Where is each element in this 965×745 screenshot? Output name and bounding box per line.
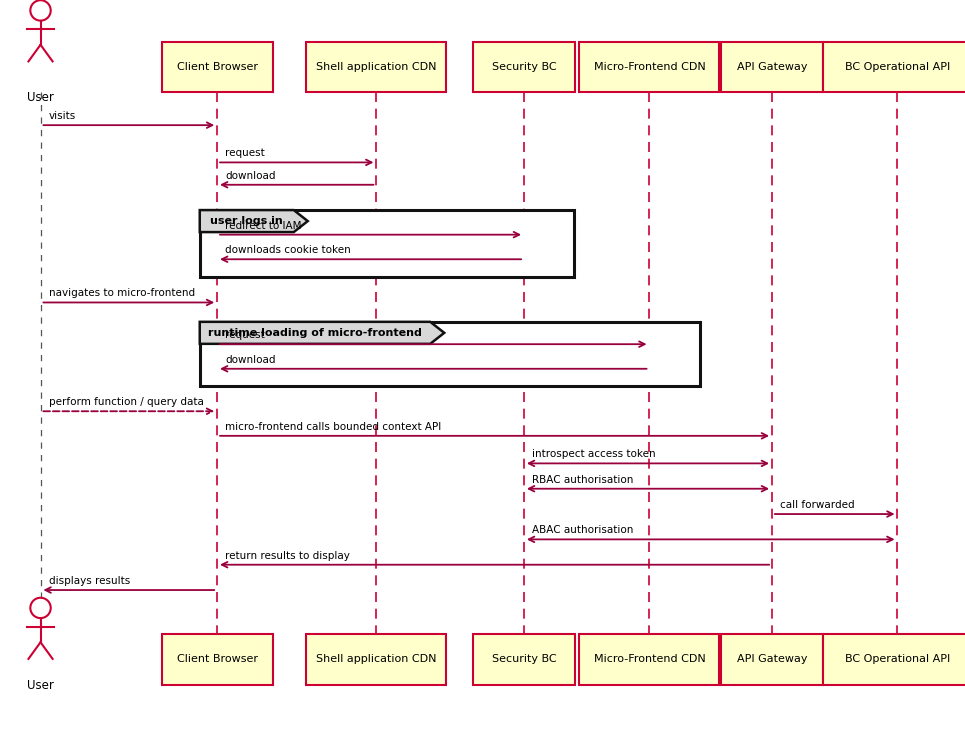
Bar [822, 42, 965, 92]
Text: return results to display: return results to display [225, 551, 350, 561]
Text: RBAC authorisation: RBAC authorisation [532, 475, 633, 485]
Text: downloads cookie token: downloads cookie token [225, 245, 351, 256]
Text: runtime loading of micro-frontend: runtime loading of micro-frontend [208, 328, 422, 337]
Bar [161, 42, 272, 92]
Text: Security BC: Security BC [492, 654, 556, 665]
Text: navigates to micro-frontend: navigates to micro-frontend [48, 288, 195, 299]
Bar [161, 634, 272, 685]
Text: Micro-Frontend CDN: Micro-Frontend CDN [593, 654, 705, 665]
Text: request: request [225, 330, 264, 340]
Text: Client Browser: Client Browser [177, 62, 258, 72]
Text: download: download [225, 355, 276, 365]
Bar [200, 210, 574, 277]
Text: BC Operational API: BC Operational API [844, 62, 951, 72]
Text: BC Operational API: BC Operational API [844, 654, 951, 665]
Bar [473, 634, 575, 685]
Text: ABAC authorisation: ABAC authorisation [532, 525, 633, 536]
Bar [473, 42, 575, 92]
Polygon shape [200, 322, 444, 344]
Bar [822, 634, 965, 685]
Text: Client Browser: Client Browser [177, 654, 258, 665]
Text: perform function / query data: perform function / query data [48, 397, 204, 408]
Text: Micro-Frontend CDN: Micro-Frontend CDN [593, 62, 705, 72]
Text: download: download [225, 171, 276, 181]
Bar [579, 634, 719, 685]
Text: API Gateway: API Gateway [736, 654, 808, 665]
Text: Shell application CDN: Shell application CDN [317, 654, 436, 665]
Bar [307, 634, 446, 685]
Text: user logs in: user logs in [210, 216, 283, 226]
Text: visits: visits [48, 111, 76, 121]
Text: micro-frontend calls bounded context API: micro-frontend calls bounded context API [225, 422, 441, 432]
Text: introspect access token: introspect access token [532, 449, 655, 460]
Bar [307, 42, 446, 92]
Bar [579, 42, 719, 92]
Polygon shape [200, 210, 308, 232]
Text: request: request [225, 148, 264, 159]
Bar [721, 42, 822, 92]
Text: API Gateway: API Gateway [736, 62, 808, 72]
Text: displays results: displays results [48, 576, 129, 586]
Text: User: User [27, 679, 54, 692]
Text: Security BC: Security BC [492, 62, 556, 72]
Text: Shell application CDN: Shell application CDN [317, 62, 436, 72]
Bar [721, 634, 822, 685]
Text: call forwarded: call forwarded [780, 500, 855, 510]
Text: User: User [27, 91, 54, 104]
Text: redirect to IAM: redirect to IAM [225, 221, 302, 231]
Bar [200, 322, 700, 386]
